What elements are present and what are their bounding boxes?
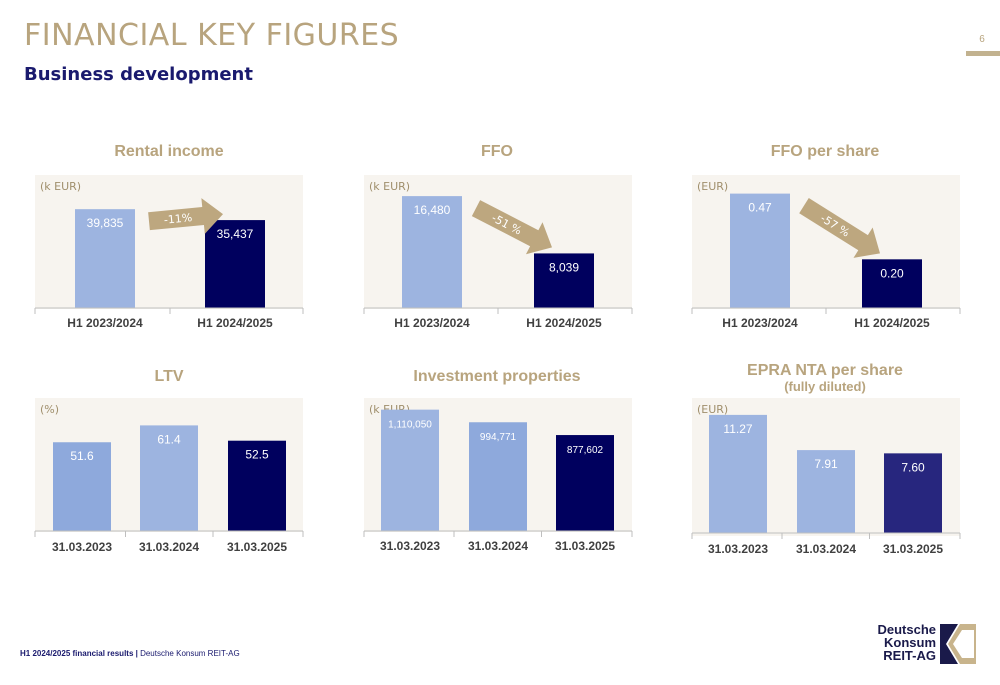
tick-label: H1 2023/2024: [722, 316, 798, 330]
change-arrow-icon: -11%: [148, 198, 224, 234]
change-arrow-icon: -51 %: [471, 200, 552, 255]
chart-ffo-per-share: (EUR) 0.47 H1 2023/2024 0.20 H1 2024/2025 -57…: [691, 180, 961, 330]
unit-label: (k EUR): [369, 180, 410, 193]
logo-line-2: Konsum: [884, 635, 936, 650]
bar: [53, 442, 111, 531]
chart-rental-income: (k EUR) 39,835 H1 2023/2024 35,437 H1 2024/2…: [34, 180, 304, 330]
logo-line-1: Deutsche: [877, 622, 936, 637]
bar: [205, 220, 265, 308]
data-label: 1,110,050: [388, 420, 432, 431]
chart-subtitle-epra-nta: (fully diluted): [784, 379, 866, 394]
footer: H1 2024/2025 financial results | Deutsch…: [20, 649, 240, 658]
bar: [140, 425, 198, 531]
bar: [730, 193, 790, 308]
tick-label: 31.03.2023: [708, 542, 768, 556]
tick-label: H1 2024/2025: [197, 316, 273, 330]
tick-label: H1 2024/2025: [854, 316, 930, 330]
data-label: 994,771: [480, 432, 517, 443]
tick-label: 31.03.2025: [883, 542, 943, 556]
logo-k-mark-icon: [940, 624, 976, 664]
tick-label: 31.03.2024: [468, 539, 528, 553]
chart-title-rental-income: Rental income: [114, 143, 224, 160]
data-label: 51.6: [70, 449, 94, 463]
chart-title-ffo: FFO: [481, 143, 513, 160]
footer-company: Deutsche Konsum REIT-AG: [137, 649, 240, 658]
chart-title-ffo-per-share: FFO per share: [770, 143, 880, 160]
chart-epra-nta: (EUR) 11.27 31.03.2023 7.91 31.03.2024 7.60 31…: [691, 403, 961, 556]
data-label: 16,480: [414, 203, 451, 217]
data-label: 35,437: [217, 227, 254, 241]
bar: [228, 440, 286, 531]
data-label: 7.60: [901, 460, 925, 474]
bar: [556, 435, 614, 531]
data-label: 39,835: [87, 216, 124, 230]
tick-label: 31.03.2024: [796, 542, 856, 556]
footer-report-label: H1 2024/2025 financial results |: [20, 649, 138, 658]
change-arrow-icon: -57 %: [799, 197, 880, 258]
unit-label: (k EUR): [40, 180, 81, 193]
unit-label: (EUR): [697, 403, 728, 416]
bar: [862, 259, 922, 308]
bar: [469, 422, 527, 531]
data-label: 52.5: [245, 448, 269, 462]
bar: [402, 196, 462, 308]
bar: [75, 209, 135, 308]
page-title: FINANCIAL KEY FIGURES: [24, 18, 400, 53]
chart-title-epra-nta: EPRA NTA per share: [747, 362, 903, 379]
unit-label: (%): [40, 403, 59, 416]
chart-ltv: (%) 51.6 31.03.2023 61.4 31.03.2024 52.5 31.03…: [34, 403, 304, 554]
chart-ffo: (k EUR) 16,480 H1 2023/2024 8,039 H1 2024/20…: [363, 180, 633, 330]
bar: [381, 409, 439, 531]
data-label: 8,039: [549, 260, 579, 274]
chart-title-ltv: LTV: [154, 368, 184, 385]
tick-label: 31.03.2025: [227, 540, 287, 554]
unit-label: (EUR): [697, 180, 728, 193]
page-number-bar: [966, 51, 1000, 56]
tick-label: H1 2024/2025: [526, 316, 602, 330]
chart-investment-properties: (k EUR)1,110,05031.03.2023994,77131.03.2…: [363, 403, 633, 553]
chart-title-investment-properties: Investment properties: [413, 368, 581, 385]
tick-label: H1 2023/2024: [67, 316, 143, 330]
tick-label: H1 2023/2024: [394, 316, 470, 330]
tick-label: 31.03.2023: [52, 540, 112, 554]
data-label: 11.27: [723, 422, 752, 436]
data-label: 7.91: [814, 457, 838, 471]
logo-line-3: REIT-AG: [883, 648, 936, 663]
tick-label: 31.03.2023: [380, 539, 440, 553]
data-label: 877,602: [567, 445, 604, 456]
tick-label: 31.03.2024: [139, 540, 199, 554]
bar: [884, 453, 942, 533]
data-label: 0.47: [748, 201, 772, 215]
page-subtitle: Business development: [24, 64, 253, 85]
tick-label: 31.03.2025: [555, 539, 615, 553]
logo-text: Deutsche Konsum REIT-AG: [874, 623, 936, 662]
page-number: 6: [979, 34, 985, 45]
data-label: 61.4: [157, 432, 181, 446]
bar: [709, 414, 767, 533]
data-label: 0.20: [880, 266, 904, 280]
company-logo: Deutsche Konsum REIT-AG: [874, 623, 984, 665]
bar: [797, 450, 855, 533]
bar: [534, 253, 594, 308]
change-label: -11%: [163, 211, 193, 227]
